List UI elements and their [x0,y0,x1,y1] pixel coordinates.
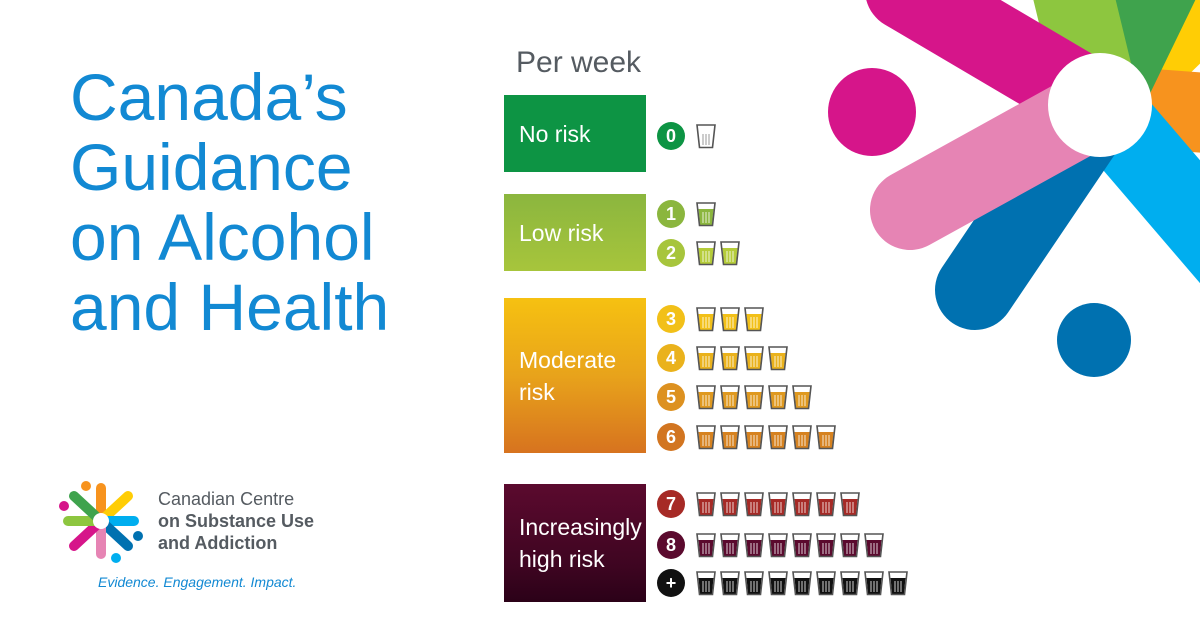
band-label: No risk [519,120,591,147]
drinks-row: 1 [657,200,717,228]
drink-glass-icon [768,425,788,450]
chart-header: Per week [516,46,642,79]
title-line-1: Canada’s [70,60,348,134]
glasses-group [695,306,765,332]
drink-glass-icon [720,492,740,517]
title-line-3: on Alcohol [70,200,375,274]
band-label: Low risk [519,219,604,246]
drink-glass-icon [744,533,764,558]
title-line-2: Guidance [70,130,353,204]
drink-glass-icon [744,492,764,517]
glasses-group [695,570,909,596]
drinks-row: 3 [657,305,765,333]
empty-glass-icon [696,124,716,149]
drink-glass-icon [888,571,908,596]
ccsa-logo-icon [59,481,143,563]
drink-count-badge: 1 [657,200,685,228]
drink-glass-icon [744,385,764,410]
drink-glass-icon [696,307,716,332]
drink-glass-icon [720,571,740,596]
drink-glass-icon [744,425,764,450]
drink-glass-icon [792,385,812,410]
org-name-line-2: on Substance Use [158,511,315,531]
org-name-line-3: and Addiction [158,533,278,553]
drink-glass-icon [840,533,860,558]
drink-glass-icon [720,533,740,558]
glasses-group [695,123,717,149]
drink-glass-icon [792,492,812,517]
glasses-group [695,384,813,410]
drink-glass-icon [720,307,740,332]
tagline: Evidence. Engagement. Impact. [98,574,297,590]
drink-glass-icon [720,241,740,266]
band-no-risk: No risk [504,95,646,172]
drink-count-badge: 3 [657,305,685,333]
drink-glass-icon [840,492,860,517]
drink-count-badge: 2 [657,239,685,267]
drink-glass-icon [792,571,812,596]
drink-glass-icon [696,385,716,410]
drink-count-badge: 0 [657,122,685,150]
organization-name: Canadian Centre on Substance Use and Add… [158,488,314,554]
drink-glass-icon [696,533,716,558]
glasses-group [695,345,789,371]
page-title: Canada’s Guidance on Alcohol and Health [70,62,490,342]
glasses-group [695,240,741,266]
drink-glass-icon [696,202,716,227]
org-name-line-1: Canadian Centre [158,489,295,509]
band-label-line-2: risk [519,378,555,405]
band-label-line-1: Moderate [519,346,617,373]
drink-glass-icon [696,492,716,517]
drink-glass-icon [864,533,884,558]
drink-glass-icon [816,571,836,596]
drink-glass-icon [744,571,764,596]
drink-glass-icon [696,571,716,596]
drink-glass-icon [744,307,764,332]
drinks-row: 4 [657,344,789,372]
drinks-row: 7 [657,490,861,518]
drink-glass-icon [816,533,836,558]
drink-glass-icon [840,571,860,596]
drink-count-badge: 8 [657,531,685,559]
band-label-line-1: Increasingly [519,514,642,540]
drinks-row: + [657,569,909,597]
glasses-group [695,424,837,450]
drink-count-badge: 5 [657,383,685,411]
drink-glass-icon [816,425,836,450]
drink-count-badge: + [657,569,685,597]
band-low-risk: Low risk [504,194,646,271]
band-high-risk: Increasingly high risk [504,484,646,602]
drink-glass-icon [864,571,884,596]
drink-glass-icon [720,385,740,410]
band-label-line-2: high risk [519,546,605,572]
drinks-row: 8 [657,531,885,559]
drink-glass-icon [768,571,788,596]
band-moderate-risk: Moderate risk [504,298,646,453]
drink-glass-icon [768,492,788,517]
drink-glass-icon [816,492,836,517]
drink-glass-icon [792,425,812,450]
drinks-row: 2 [657,239,741,267]
glasses-group [695,201,717,227]
title-line-4: and Health [70,270,390,344]
glasses-group [695,532,885,558]
glasses-group [695,491,861,517]
drink-count-badge: 7 [657,490,685,518]
ccsa-hero-graphic-icon [828,0,1200,377]
drink-glass-icon [768,346,788,371]
drink-glass-icon [696,346,716,371]
drink-glass-icon [768,533,788,558]
drink-count-badge: 6 [657,423,685,451]
drink-count-badge: 4 [657,344,685,372]
drink-glass-icon [720,425,740,450]
drink-glass-icon [720,346,740,371]
drink-glass-icon [768,385,788,410]
drink-glass-icon [792,533,812,558]
drink-glass-icon [744,346,764,371]
drinks-row: 5 [657,383,813,411]
drinks-row: 6 [657,423,837,451]
drinks-row: 0 [657,122,717,150]
drink-glass-icon [696,425,716,450]
drink-glass-icon [696,241,716,266]
